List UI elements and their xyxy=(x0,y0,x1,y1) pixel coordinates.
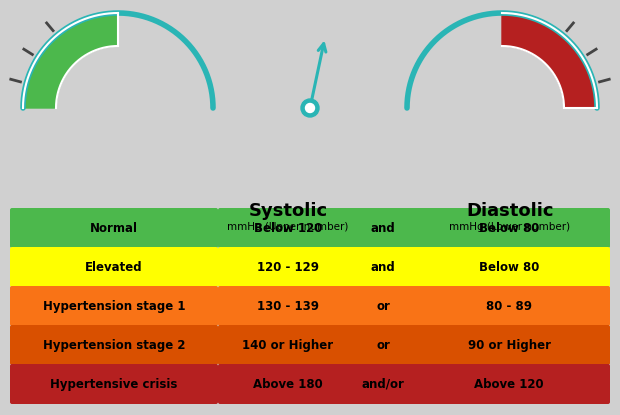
Text: and: and xyxy=(371,222,396,234)
Text: mmHg (Upper number): mmHg (Upper number) xyxy=(228,222,348,232)
Text: Normal: Normal xyxy=(90,222,138,234)
Circle shape xyxy=(306,103,314,112)
FancyBboxPatch shape xyxy=(218,247,610,287)
Circle shape xyxy=(301,99,319,117)
Text: 130 - 139: 130 - 139 xyxy=(257,300,319,312)
FancyBboxPatch shape xyxy=(218,286,610,326)
Text: Elevated: Elevated xyxy=(85,261,143,273)
FancyBboxPatch shape xyxy=(10,208,218,248)
Text: or: or xyxy=(376,339,390,352)
FancyBboxPatch shape xyxy=(218,325,610,365)
Text: mmHg (Lower number): mmHg (Lower number) xyxy=(450,222,570,232)
Text: Below 120: Below 120 xyxy=(254,222,322,234)
Text: Above 120: Above 120 xyxy=(474,378,544,391)
Text: 140 or Higher: 140 or Higher xyxy=(242,339,334,352)
FancyBboxPatch shape xyxy=(10,247,218,287)
Polygon shape xyxy=(23,13,118,108)
Text: Above 180: Above 180 xyxy=(253,378,323,391)
Text: or: or xyxy=(376,300,390,312)
FancyBboxPatch shape xyxy=(10,286,218,326)
Text: Diastolic: Diastolic xyxy=(466,202,554,220)
Text: 80 - 89: 80 - 89 xyxy=(486,300,532,312)
FancyBboxPatch shape xyxy=(218,364,610,404)
Text: Systolic: Systolic xyxy=(249,202,327,220)
Text: 90 or Higher: 90 or Higher xyxy=(467,339,551,352)
FancyBboxPatch shape xyxy=(218,208,610,248)
Text: and/or: and/or xyxy=(361,378,404,391)
FancyBboxPatch shape xyxy=(10,364,218,404)
FancyBboxPatch shape xyxy=(10,325,218,365)
Text: Below 80: Below 80 xyxy=(479,222,539,234)
Polygon shape xyxy=(502,13,597,108)
Text: Hypertension stage 1: Hypertension stage 1 xyxy=(43,300,185,312)
Text: Hypertension stage 2: Hypertension stage 2 xyxy=(43,339,185,352)
Text: Hypertensive crisis: Hypertensive crisis xyxy=(50,378,178,391)
Text: 120 - 129: 120 - 129 xyxy=(257,261,319,273)
Text: Below 80: Below 80 xyxy=(479,261,539,273)
Text: and: and xyxy=(371,261,396,273)
